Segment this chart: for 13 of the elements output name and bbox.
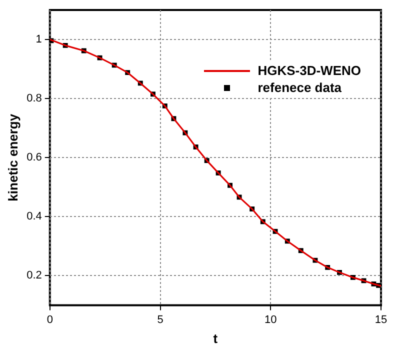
y-tick-label: 0.2 [26, 270, 42, 282]
x-tick-label: 0 [46, 314, 53, 326]
x-tick-label: 5 [157, 314, 164, 326]
legend-label: refenece data [258, 79, 342, 96]
x-axis-title: t [213, 330, 218, 346]
legend-label: HGKS-3D-WENO [258, 62, 361, 79]
y-tick-label: 0.6 [26, 152, 42, 164]
x-tick-label: 15 [374, 314, 388, 326]
x-tick-label: 10 [264, 314, 277, 326]
y-tick-label: 0.4 [26, 210, 42, 223]
y-tick-label: 1 [36, 34, 42, 46]
y-tick-label: 0.8 [26, 92, 42, 105]
y-axis-title: kinetic energy [5, 113, 20, 202]
